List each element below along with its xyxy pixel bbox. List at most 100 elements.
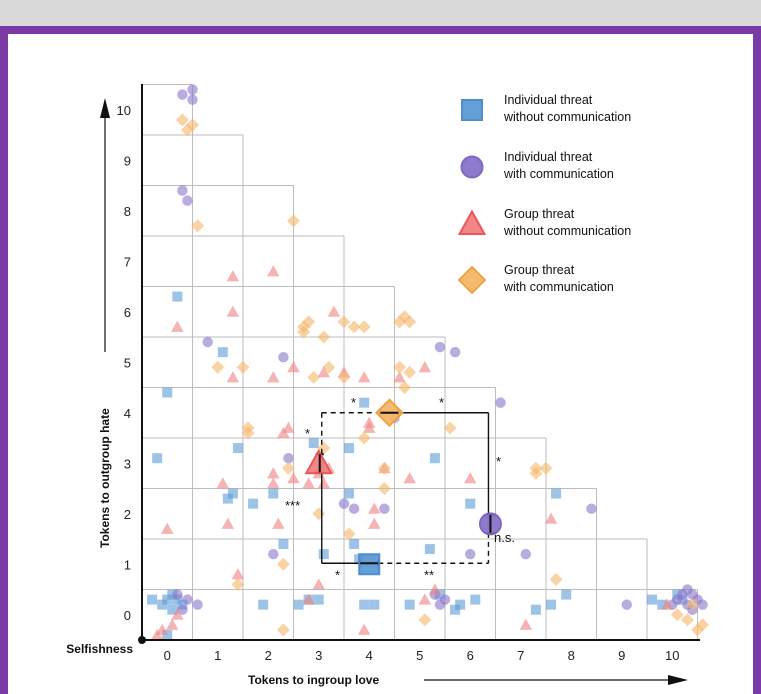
data-point-circle [434, 341, 446, 353]
data-point-diamond [175, 113, 189, 127]
data-point-diamond [317, 330, 331, 344]
y-tick-label: 3 [124, 456, 131, 471]
data-point-diamond [357, 320, 371, 334]
data-point-square [227, 488, 238, 499]
data-point-triangle [155, 623, 169, 635]
data-points [147, 84, 710, 640]
origin-label: Selfishness [66, 642, 133, 656]
data-point-square [313, 594, 324, 605]
data-point-circle [449, 346, 461, 358]
data-point-circle [182, 195, 193, 206]
data-point-circle [177, 185, 188, 196]
y-tick-label: 2 [124, 507, 131, 522]
legend-label: Individual threat [504, 93, 593, 107]
data-point-square [172, 291, 183, 302]
legend-marker-square [461, 99, 483, 121]
data-point-circle [348, 503, 360, 514]
data-point-diamond [231, 577, 245, 591]
data-point-triangle [327, 305, 341, 317]
data-point-square [450, 604, 461, 615]
data-point-diamond [307, 370, 321, 384]
data-point-triangle [221, 517, 235, 529]
data-point-square [248, 498, 259, 509]
data-point-triangle [464, 472, 477, 484]
data-point-triangle [231, 568, 245, 580]
y-tick-label: 6 [124, 305, 131, 320]
data-point-square [546, 599, 557, 610]
data-point-triangle [393, 371, 406, 383]
data-point-circle [687, 589, 698, 600]
y-tick-label: 7 [124, 254, 131, 269]
data-point-square [268, 488, 279, 499]
data-point-diamond [312, 507, 326, 521]
data-point-triangle [216, 477, 230, 489]
significance-label: * [335, 567, 340, 582]
data-point-square [157, 599, 168, 610]
data-point-square [167, 604, 178, 615]
origin-dot [138, 636, 146, 644]
data-point-circle [177, 604, 188, 615]
significance-label: n.s. [494, 530, 515, 545]
data-point-triangle [312, 578, 325, 590]
data-point-circle [268, 548, 279, 560]
y-tick-label: 1 [124, 557, 131, 572]
data-point-circle [177, 89, 188, 100]
data-point-triangle [403, 472, 416, 484]
data-point-diamond [191, 219, 205, 233]
data-point-triangle [226, 371, 240, 383]
data-point-diamond [236, 360, 250, 374]
data-point-diamond [418, 613, 432, 627]
data-point-triangle [363, 416, 376, 428]
data-point-triangle [287, 361, 300, 373]
legend-label: without communication [503, 224, 631, 238]
data-point-circle [182, 594, 193, 605]
data-point-diamond [539, 461, 553, 475]
data-point-triangle [418, 593, 432, 605]
y-tick-label: 5 [124, 355, 131, 370]
x-tick-label: 9 [618, 648, 625, 663]
data-point-square [232, 443, 243, 454]
data-point-square [258, 599, 269, 610]
data-point-square [162, 629, 173, 640]
data-point-diamond [529, 466, 543, 480]
legend-marker-diamond [457, 265, 487, 295]
data-point-circle [495, 397, 506, 408]
data-point-diamond [276, 623, 290, 637]
data-point-triangle [418, 361, 432, 373]
data-point-square [470, 594, 481, 605]
data-point-square [404, 599, 415, 610]
data-point-square [429, 453, 440, 464]
data-point-circle [586, 503, 597, 514]
data-point-square [455, 599, 466, 610]
x-tick-label: 0 [164, 648, 171, 663]
significance-label: * [439, 395, 444, 410]
x-tick-label: 10 [665, 648, 679, 663]
data-point-square [561, 589, 572, 600]
data-point-diamond [347, 320, 361, 334]
data-point-square [162, 594, 173, 605]
data-point-triangle [226, 305, 240, 317]
data-point-circle [379, 503, 390, 514]
data-point-diamond [276, 557, 290, 571]
data-point-triangle [267, 467, 280, 479]
y-axis-label: Tokens to outgroup hate [98, 408, 112, 548]
data-point-square [278, 539, 289, 550]
legend-marker-triangle [457, 209, 487, 235]
data-point-square [147, 594, 158, 605]
data-point-triangle [226, 270, 240, 282]
data-point-square [318, 549, 329, 560]
data-point-square [359, 599, 370, 610]
data-point-square [344, 488, 355, 499]
data-point-diamond [297, 325, 311, 339]
data-point-circle [187, 84, 198, 95]
data-point-square [349, 539, 360, 550]
data-point-triangle [357, 371, 371, 383]
x-tick-label: 5 [416, 648, 423, 663]
data-point-square [293, 599, 304, 610]
data-point-diamond [287, 214, 300, 228]
data-point-circle [434, 599, 446, 610]
data-point-triangle [272, 517, 285, 529]
data-point-diamond [377, 482, 391, 495]
data-point-triangle [368, 502, 381, 514]
y-axis-arrow-head [100, 98, 110, 118]
